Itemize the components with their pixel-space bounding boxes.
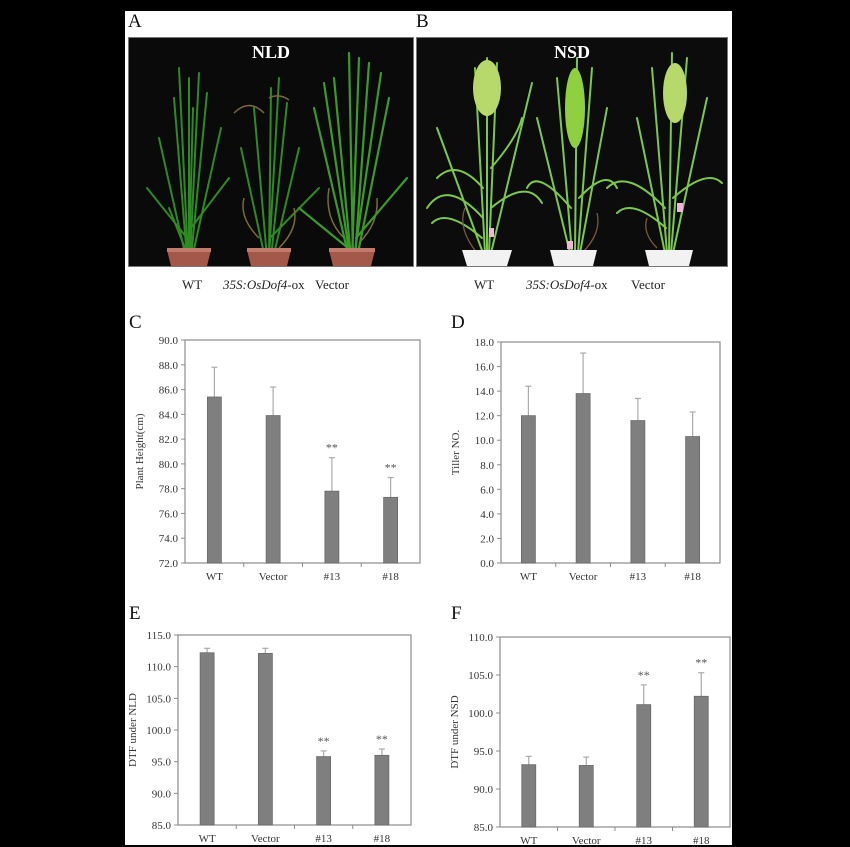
photo-a-label-ox: 35S:OsDof4-ox	[223, 277, 305, 292]
photo-nsd-plants: NSD	[416, 37, 728, 267]
y-tick-label: 88.0	[159, 360, 179, 372]
y-tick-label: 78.0	[159, 484, 179, 496]
rice-plants-nld-image	[129, 38, 413, 266]
x-tick-label: Vector	[569, 571, 598, 583]
x-tick-label: Vector	[572, 835, 601, 845]
bar	[685, 436, 701, 564]
y-tick-label: 82.0	[159, 434, 179, 446]
panel-letter-d: D	[451, 312, 465, 333]
y-tick-label: 14.0	[475, 386, 495, 398]
y-tick-label: 100.0	[468, 708, 493, 720]
y-axis-label: DTF under NSD	[449, 695, 461, 768]
rice-plants-nsd-image	[417, 38, 727, 266]
x-tick-label: WT	[520, 571, 537, 583]
bar	[383, 496, 399, 564]
significance-marker: **	[326, 441, 338, 455]
bar	[693, 695, 709, 828]
x-tick-label: #18	[382, 571, 399, 583]
y-tick-label: 8.0	[480, 460, 494, 472]
y-tick-label: 76.0	[159, 508, 179, 520]
photo-b-label-ox: 35S:OsDof4-ox	[526, 277, 608, 292]
photo-a-label-vector: Vector	[315, 277, 349, 292]
photo-b-label-vector: Vector	[631, 277, 665, 292]
y-tick-label: 110.0	[469, 632, 494, 644]
x-tick-label: #13	[324, 571, 341, 583]
panel-letter-a: A	[128, 11, 142, 32]
y-axis-label: Tiller NO.	[450, 430, 462, 476]
y-tick-label: 85.0	[474, 822, 494, 834]
y-tick-label: 12.0	[475, 411, 495, 423]
bar	[575, 393, 591, 564]
panel-letter-c: C	[129, 312, 142, 333]
x-tick-label: #18	[693, 835, 710, 845]
panel-letter-e: E	[129, 603, 141, 624]
y-tick-label: 72.0	[159, 558, 179, 570]
bar	[521, 764, 537, 828]
photo-b-label-wt: WT	[474, 277, 495, 292]
photo-nld-plants: NLD	[128, 37, 414, 267]
x-tick-label: WT	[199, 833, 216, 845]
chart-dtf-nsd: 85.0 90.0 95.0 100.0 105.0 110.0 DTF under NSD…	[449, 632, 731, 845]
significance-marker: **	[385, 461, 397, 475]
y-tick-label: 90.0	[159, 335, 179, 347]
y-tick-label: 16.0	[475, 362, 495, 374]
x-tick-label: #18	[684, 571, 701, 583]
y-tick-label: 0.0	[480, 558, 494, 570]
bar	[257, 652, 273, 826]
chart-plant-height: 72.0 74.0 76.0 78.0 80.0 82.0 84.0 86.0 88.0 90.0…	[127, 335, 731, 845]
bar	[265, 415, 281, 564]
y-tick-label: 90.0	[152, 788, 172, 800]
photo-title-nsd: NSD	[553, 42, 590, 62]
x-tick-label: #13	[630, 571, 647, 583]
bar	[374, 754, 390, 826]
y-tick-label: 115.0	[147, 630, 172, 642]
chart-plant-height: 72.0 74.0 76.0 78.0 80.0 82.0 84.0 86.0 88.0 90.0…	[134, 335, 421, 583]
y-tick-label: 110.0	[147, 662, 172, 674]
y-tick-label: 105.0	[146, 693, 171, 705]
y-axis-label: DTF under NLD	[127, 693, 139, 767]
bar	[316, 756, 332, 826]
significance-marker: **	[318, 734, 330, 748]
y-tick-label: 84.0	[159, 409, 179, 421]
bar	[630, 420, 646, 564]
x-tick-label: WT	[520, 835, 537, 845]
bar	[578, 765, 594, 828]
chart-tiller-number: 0.0 2.0 4.0 6.0 8.0 10.0 12.0 14.0 16.0 18.0 Tille…	[450, 337, 721, 583]
bar	[324, 490, 340, 564]
x-tick-label: #13	[315, 833, 332, 845]
y-tick-label: 18.0	[475, 337, 495, 349]
x-tick-label: #18	[374, 833, 391, 845]
significance-marker: **	[638, 668, 650, 682]
bar	[520, 415, 536, 564]
x-tick-label: #13	[636, 835, 653, 845]
y-tick-label: 105.0	[468, 670, 493, 682]
chart-dtf-nld: 85.0 90.0 95.0 100.0 105.0 110.0 115.0 DTF unde…	[127, 630, 412, 845]
y-tick-label: 6.0	[480, 484, 494, 496]
y-tick-label: 10.0	[475, 435, 495, 447]
bar	[199, 652, 215, 826]
y-tick-label: 100.0	[146, 725, 171, 737]
bar	[636, 704, 652, 828]
y-tick-label: 85.0	[152, 820, 172, 832]
x-tick-label: Vector	[259, 571, 288, 583]
y-tick-label: 4.0	[480, 509, 494, 521]
significance-marker: **	[695, 656, 707, 670]
y-tick-label: 74.0	[159, 533, 179, 545]
x-tick-label: Vector	[251, 833, 280, 845]
photo-title-nld: NLD	[251, 42, 290, 62]
panel-letter-f: F	[451, 603, 462, 624]
y-axis-label: Plant Height(cm)	[134, 413, 146, 489]
bar	[206, 396, 222, 564]
y-tick-label: 95.0	[152, 757, 172, 769]
y-tick-label: 2.0	[480, 533, 494, 545]
photo-a-label-wt: WT	[182, 277, 203, 292]
y-tick-label: 90.0	[474, 784, 494, 796]
panel-letter-b: B	[416, 11, 429, 32]
y-tick-label: 86.0	[159, 385, 179, 397]
y-tick-label: 95.0	[474, 746, 494, 758]
significance-marker: **	[376, 732, 388, 746]
x-tick-label: WT	[206, 571, 223, 583]
y-tick-label: 80.0	[159, 459, 179, 471]
figure-panel: A	[125, 11, 732, 845]
